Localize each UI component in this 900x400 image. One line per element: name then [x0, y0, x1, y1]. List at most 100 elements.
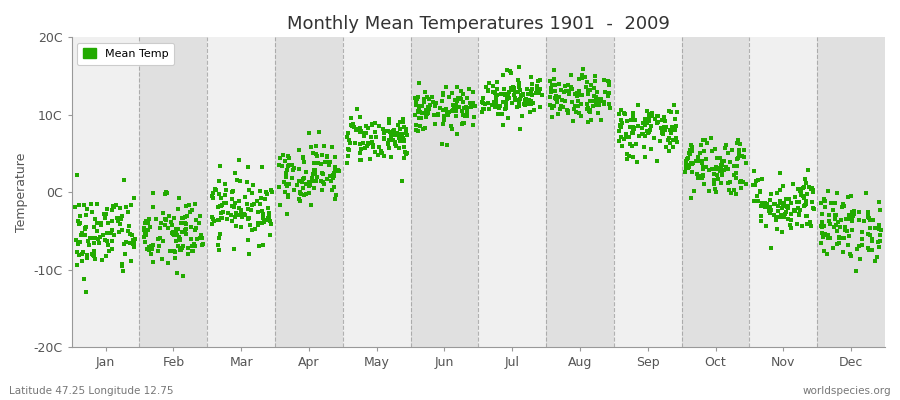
Point	[387, 127, 401, 133]
Point	[245, 202, 259, 209]
Point	[237, 211, 251, 217]
Point	[656, 131, 670, 137]
Point	[169, 238, 184, 244]
Point	[184, 224, 199, 230]
Point	[513, 96, 527, 103]
Point	[569, 103, 583, 110]
Point	[251, 222, 266, 228]
Point	[411, 128, 426, 134]
Point	[475, 108, 490, 115]
Point	[658, 127, 672, 133]
Point	[410, 108, 425, 115]
Point	[630, 159, 644, 165]
Point	[395, 178, 410, 184]
Point	[436, 107, 451, 113]
Point	[488, 90, 502, 96]
Point	[663, 109, 678, 115]
Point	[613, 123, 627, 130]
Point	[511, 89, 526, 95]
Point	[225, 188, 239, 195]
Point	[165, 230, 179, 236]
Legend: Mean Temp: Mean Temp	[77, 43, 175, 65]
Point	[529, 83, 544, 90]
Point	[657, 113, 671, 120]
Point	[698, 137, 713, 143]
Point	[680, 162, 695, 168]
Point	[804, 186, 818, 192]
Point	[730, 162, 744, 169]
Point	[315, 152, 329, 158]
Point	[728, 175, 742, 182]
Point	[428, 121, 442, 127]
Point	[313, 160, 328, 167]
Point	[216, 209, 230, 216]
Point	[713, 155, 727, 162]
Point	[578, 74, 592, 80]
Point	[218, 181, 232, 187]
Point	[481, 87, 495, 94]
Point	[773, 187, 788, 194]
Point	[872, 226, 886, 232]
Point	[296, 159, 310, 165]
Point	[173, 236, 187, 242]
Point	[650, 120, 664, 127]
Point	[90, 201, 104, 208]
Point	[806, 187, 820, 193]
Point	[91, 236, 105, 242]
Point	[617, 136, 632, 143]
Point	[488, 104, 502, 110]
Point	[479, 84, 493, 90]
Point	[290, 182, 304, 188]
Point	[564, 86, 579, 92]
Point	[71, 241, 86, 247]
Point	[663, 128, 678, 134]
Point	[486, 89, 500, 96]
Point	[250, 208, 265, 215]
Point	[252, 242, 266, 249]
Point	[758, 204, 772, 210]
Point	[476, 95, 491, 102]
Point	[234, 209, 248, 215]
Point	[591, 96, 606, 102]
Point	[860, 211, 875, 218]
Point	[75, 258, 89, 264]
Point	[391, 131, 405, 137]
Point	[156, 238, 170, 244]
Point	[420, 104, 435, 110]
Point	[511, 80, 526, 87]
Point	[572, 76, 587, 83]
Point	[427, 112, 441, 118]
Point	[320, 153, 334, 159]
Point	[384, 133, 399, 139]
Point	[482, 87, 496, 93]
Point	[281, 152, 295, 159]
Point	[376, 135, 391, 141]
Point	[692, 150, 706, 156]
Point	[859, 190, 873, 196]
Point	[614, 122, 628, 128]
Point	[524, 98, 538, 104]
Point	[173, 237, 187, 244]
Point	[855, 235, 869, 242]
Point	[391, 121, 405, 128]
Point	[621, 152, 635, 159]
Point	[212, 247, 226, 254]
Point	[375, 126, 390, 132]
Point	[778, 195, 793, 202]
Point	[419, 111, 434, 117]
Text: Latitude 47.25 Longitude 12.75: Latitude 47.25 Longitude 12.75	[9, 386, 174, 396]
Point	[679, 158, 693, 164]
Point	[514, 91, 528, 98]
Point	[696, 137, 710, 144]
Point	[873, 207, 887, 213]
Point	[262, 211, 276, 218]
Point	[454, 96, 469, 102]
Point	[431, 112, 446, 118]
Point	[799, 213, 814, 220]
Point	[447, 104, 462, 110]
Point	[635, 131, 650, 138]
Point	[185, 242, 200, 249]
Point	[440, 110, 454, 116]
Point	[381, 140, 395, 146]
Point	[225, 218, 239, 224]
